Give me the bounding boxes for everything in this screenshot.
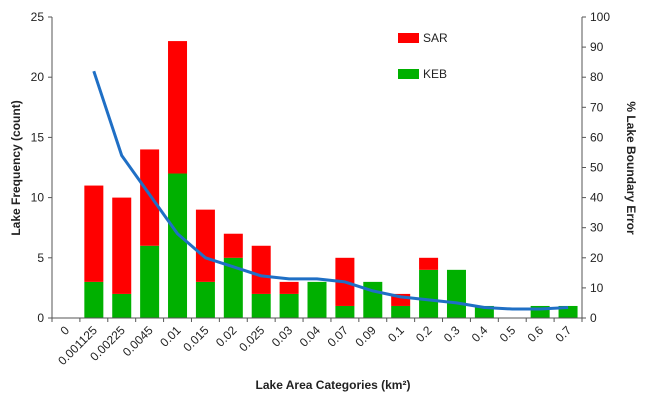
x-tick-label-0.07: 0.07: [325, 323, 352, 350]
x-tick-label-0: 0: [57, 323, 72, 338]
y2-tick-label-80: 80: [590, 70, 604, 84]
y-tick-label-0: 0: [37, 311, 44, 325]
bar-sar-0.01: [168, 41, 188, 174]
bar-sar-0.015: [195, 209, 215, 282]
x-tick-label-0.015: 0.015: [180, 323, 211, 354]
bar-keb-0.01: [168, 173, 188, 318]
legend-swatch-keb: [398, 69, 419, 79]
legend-label-keb: KEB: [423, 67, 447, 81]
x-tick-label-0.6: 0.6: [525, 323, 547, 345]
x-tick-label-0.09: 0.09: [352, 323, 379, 350]
boundary-error-line: [92, 70, 569, 311]
x-tick-label-0.1: 0.1: [385, 323, 407, 345]
bar-keb-0.03: [279, 293, 299, 318]
y2-tick-label-50: 50: [590, 161, 604, 175]
y-tick-label-10: 10: [31, 191, 45, 205]
bar-keb-0.001125: [84, 281, 104, 318]
x-axis-title: Lake Area Categories (km²): [256, 378, 411, 392]
x-tick-label-0.01: 0.01: [157, 323, 184, 350]
y2-tick-label-100: 100: [590, 10, 610, 24]
y-tick-label-5: 5: [37, 251, 44, 265]
y2-tick-label-0: 0: [590, 311, 597, 325]
bar-keb-0.025: [251, 293, 271, 318]
y-tick-label-15: 15: [31, 130, 45, 144]
bar-sar-0.2: [419, 257, 439, 270]
legend-swatch-sar: [398, 33, 419, 43]
x-tick-label-0.025: 0.025: [236, 323, 267, 354]
y2-axis-title: % Lake Boundary Error: [624, 101, 638, 235]
bar-sar-0.025: [251, 245, 271, 294]
x-tick-label-0.4: 0.4: [469, 323, 491, 345]
x-tick-label-0.03: 0.03: [269, 323, 296, 350]
x-tick-label-0.0045: 0.0045: [120, 323, 156, 359]
bar-sar-0.02: [223, 233, 243, 258]
bar-keb-0.04: [307, 281, 327, 318]
bar-keb-0.1: [391, 305, 411, 318]
bar-keb-0.07: [335, 305, 355, 318]
y2-tick-label-70: 70: [590, 100, 604, 114]
bar-keb-0.2: [419, 269, 439, 318]
legend: SAR KEB: [398, 31, 448, 81]
x-tick-label-0.04: 0.04: [297, 323, 324, 350]
bar-keb-0.3: [446, 269, 466, 318]
y-axis-title: Lake Frequency (count): [9, 100, 23, 235]
bar-keb-0.0045: [140, 245, 160, 318]
legend-label-sar: SAR: [423, 31, 448, 45]
bars-layer: [84, 41, 578, 318]
x-tick-label-0.5: 0.5: [497, 323, 519, 345]
x-tick-label-0.2: 0.2: [413, 323, 435, 345]
bar-sar-0.03: [279, 281, 299, 294]
y2-tick-label-30: 30: [590, 221, 604, 235]
y2-tick-label-40: 40: [590, 191, 604, 205]
y2-tick-label-20: 20: [590, 251, 604, 265]
bar-keb-0.015: [195, 281, 215, 318]
bar-sar-0.00225: [112, 197, 132, 294]
bar-sar-0.001125: [84, 185, 104, 282]
y2-tick-label-10: 10: [590, 281, 604, 295]
axes-layer: [48, 16, 586, 322]
bar-sar-0.0045: [140, 149, 160, 246]
x-tick-label-0.3: 0.3: [441, 323, 463, 345]
y-tick-label-25: 25: [31, 10, 45, 24]
x-tick-label-0.7: 0.7: [552, 323, 574, 345]
bar-keb-0.00225: [112, 293, 132, 318]
bar-keb-0.02: [223, 257, 243, 318]
y-tick-label-20: 20: [31, 70, 45, 84]
x-tick-label-0.02: 0.02: [213, 323, 240, 350]
y2-tick-label-60: 60: [590, 130, 604, 144]
y2-tick-label-90: 90: [590, 40, 604, 54]
